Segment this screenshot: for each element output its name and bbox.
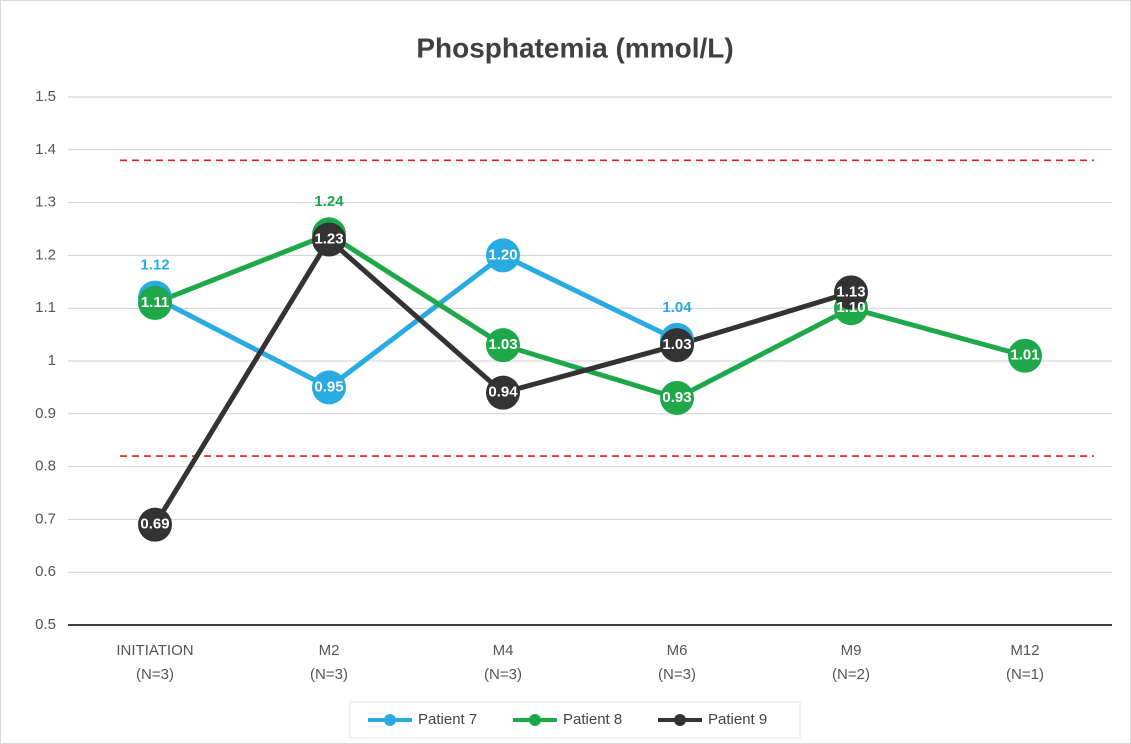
legend: Patient 7 Patient 8 Patient 9	[349, 701, 801, 739]
x-tick-label: M12 (N=1)	[1006, 642, 1044, 683]
y-tick-label: 0.5	[35, 616, 56, 633]
series-line	[153, 252, 679, 390]
x-tick-label: M9 (N=2)	[832, 642, 870, 683]
legend-label: Patient 9	[708, 711, 767, 728]
data-label: 1.03	[662, 336, 691, 353]
legend-label: Patient 7	[418, 711, 477, 728]
marker	[312, 370, 346, 405]
y-tick-label: 0.7	[35, 510, 56, 527]
data-label: 1.20	[488, 246, 517, 263]
marker	[486, 375, 520, 410]
marker	[138, 507, 172, 542]
marker	[138, 285, 172, 320]
x-tick-label: M6 (N=3)	[658, 642, 696, 683]
marker	[834, 275, 868, 310]
marker	[312, 222, 346, 257]
data-label: 1.24	[314, 193, 344, 210]
legend-marker	[674, 714, 686, 726]
marker	[1008, 338, 1042, 373]
y-tick-label: 1.3	[35, 194, 56, 211]
data-label: 0.94	[488, 384, 518, 401]
x-tick-label: M4 (N=3)	[484, 642, 522, 683]
data-label: 1.12	[140, 257, 169, 274]
series-line	[154, 231, 1026, 401]
data-label: 0.95	[314, 378, 343, 395]
y-tick-label: 1.4	[35, 141, 56, 158]
y-tick-label: 0.6	[35, 563, 56, 580]
data-label: 1.04	[662, 299, 692, 316]
legend-label: Patient 8	[563, 711, 622, 728]
y-tick-label: 0.8	[35, 458, 56, 475]
data-label: 1.23	[314, 231, 343, 248]
data-label: 1.01	[1010, 347, 1039, 364]
chart-title: Phosphatemia (mmol/L)	[416, 32, 733, 63]
y-tick-label: 1	[48, 352, 56, 369]
marker	[486, 238, 520, 273]
marker	[660, 380, 694, 415]
data-label: 1.13	[836, 283, 865, 300]
data-label: 1.10	[836, 299, 865, 316]
legend-marker	[529, 714, 541, 726]
data-label: 0.93	[662, 389, 691, 406]
y-tick-label: 1.1	[35, 299, 56, 316]
x-tick-label: INITIATION (N=3)	[116, 642, 193, 683]
y-tick-label: 0.9	[35, 405, 56, 422]
y-tick-label: 1.2	[35, 246, 56, 263]
data-label: 1.11	[141, 294, 169, 311]
data-label: 1.03	[488, 336, 517, 353]
data-label: 0.69	[140, 516, 169, 533]
marker	[486, 328, 520, 363]
legend-marker	[384, 714, 396, 726]
x-tick-label: M2 (N=3)	[310, 642, 348, 683]
marker	[660, 328, 694, 363]
y-tick-label: 1.5	[35, 88, 56, 105]
legend-frame	[349, 701, 801, 739]
